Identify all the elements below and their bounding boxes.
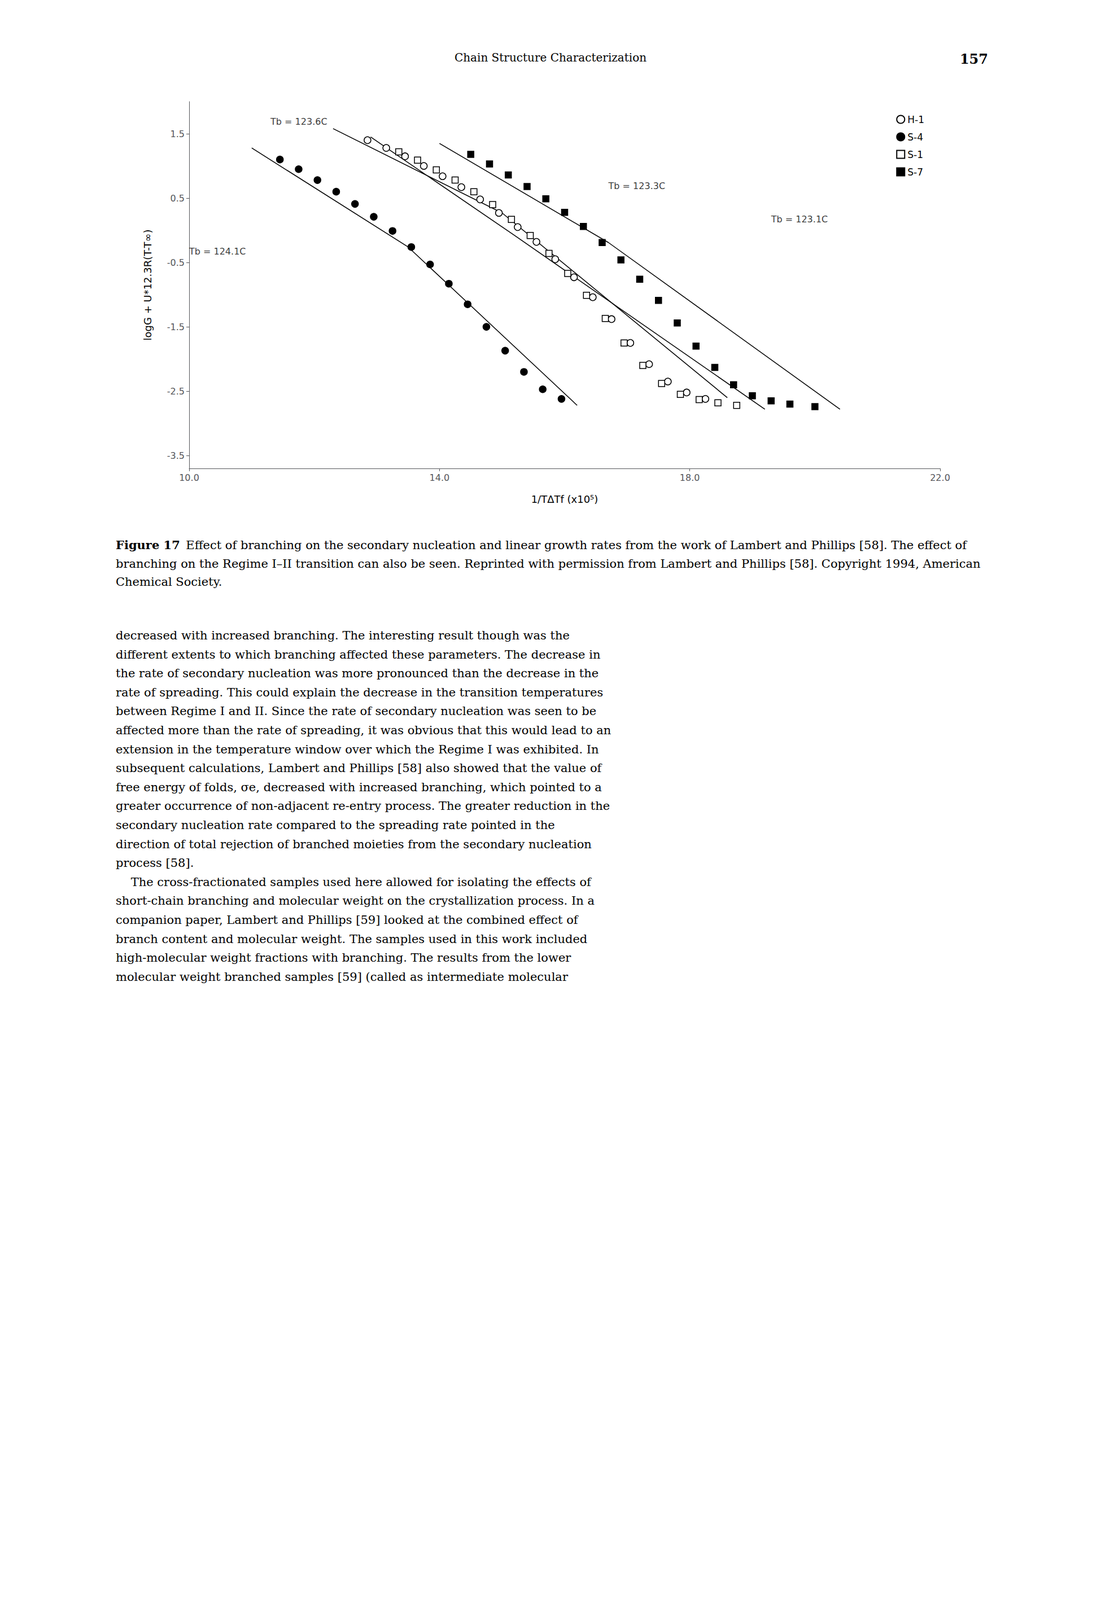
html-text:process [58].: process [58]. <box>115 856 194 871</box>
svg-text:-3.5: -3.5 <box>167 450 185 462</box>
html-text:The cross-fractionated samples: The cross-fractionated samples used here… <box>115 875 592 890</box>
html-text:the rate of secondary nucleati: the rate of secondary nucleation was mor… <box>115 666 599 681</box>
html-text:Chain Structure Characterizati: Chain Structure Characterization <box>454 50 647 65</box>
html-text:direction of total rejection o: direction of total rejection of branched… <box>115 837 592 852</box>
svg-text:S-7: S-7 <box>907 166 924 178</box>
svg-text:14.0: 14.0 <box>429 472 450 484</box>
svg-text:22.0: 22.0 <box>929 472 951 484</box>
html-text:rate of spreading. This could: rate of spreading. This could explain th… <box>115 685 604 700</box>
html-text:short-chain branching and mole: short-chain branching and molecular weig… <box>115 894 595 909</box>
svg-text:Tb = 123.3C: Tb = 123.3C <box>608 180 666 192</box>
html-text:affected more than the rate of: affected more than the rate of spreading… <box>115 723 612 738</box>
html-text:secondary nucleation rate comp: secondary nucleation rate compared to th… <box>115 818 555 833</box>
html-text:subsequent calculations, Lambe: subsequent calculations, Lambert and Phi… <box>115 761 602 776</box>
html-text:Figure 17 Effect of branching: Figure 17 Effect of branching on the sec… <box>115 538 981 589</box>
svg-text:-2.5: -2.5 <box>167 386 185 397</box>
svg-text:Tb = 123.1C: Tb = 123.1C <box>770 213 828 225</box>
html-text:branch content and molecular w: branch content and molecular weight. The… <box>115 932 588 947</box>
html-text:high-molecular weight fraction: high-molecular weight fractions with bra… <box>115 951 572 965</box>
svg-text:1/TΔTf (x10⁵): 1/TΔTf (x10⁵) <box>531 493 599 506</box>
html-text:157: 157 <box>959 50 989 68</box>
svg-text:S-4: S-4 <box>907 131 924 143</box>
html-text:extension in the temperature w: extension in the temperature window over… <box>115 742 599 757</box>
svg-text:-0.5: -0.5 <box>167 257 185 269</box>
html-text:greater occurrence of non-adja: greater occurrence of non-adjacent re-en… <box>115 799 610 814</box>
html-text:free energy of folds, σe, decr: free energy of folds, σe, decreased with… <box>115 780 602 795</box>
html-text:different extents to which bra: different extents to which branching aff… <box>115 647 601 662</box>
svg-text:1.5: 1.5 <box>170 128 185 140</box>
svg-text:logG + U*12.3R(T-T∞): logG + U*12.3R(T-T∞) <box>141 229 154 342</box>
svg-text:Tb = 123.6C: Tb = 123.6C <box>269 116 327 128</box>
svg-text:0.5: 0.5 <box>170 193 185 204</box>
svg-text:S-1: S-1 <box>907 149 924 161</box>
html-text:between Regime I and II. Since: between Regime I and II. Since the rate … <box>115 704 597 719</box>
svg-text:10.0: 10.0 <box>178 472 200 484</box>
svg-text:-1.5: -1.5 <box>167 321 185 333</box>
svg-text:Tb = 124.1C: Tb = 124.1C <box>188 246 246 257</box>
html-text:decreased with increased branc: decreased with increased branching. The … <box>115 628 570 643</box>
html-text:molecular weight branched samp: molecular weight branched samples [59] (… <box>115 970 568 984</box>
svg-text:18.0: 18.0 <box>679 472 701 484</box>
html-text:companion paper, Lambert and P: companion paper, Lambert and Phillips [5… <box>115 913 578 928</box>
svg-text:H-1: H-1 <box>907 114 925 126</box>
